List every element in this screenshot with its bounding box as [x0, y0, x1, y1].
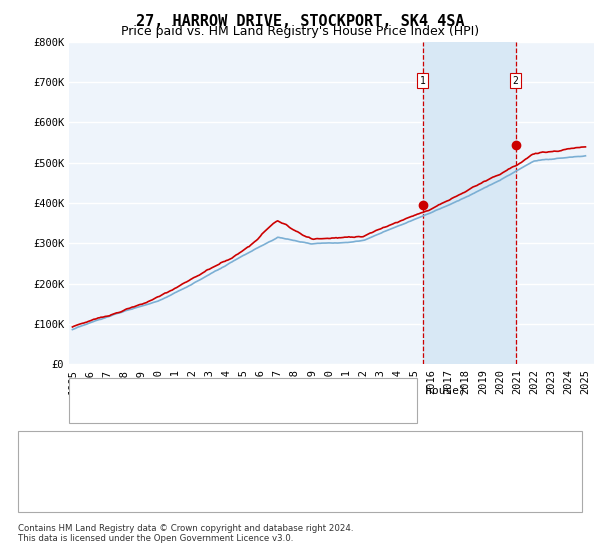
Text: 1: 1 — [29, 449, 37, 459]
Text: 27, HARROW DRIVE, STOCKPORT, SK4 4SA (detached house): 27, HARROW DRIVE, STOCKPORT, SK4 4SA (de… — [108, 385, 466, 395]
Text: 02-DEC-2020: 02-DEC-2020 — [60, 487, 134, 497]
Text: £394,995: £394,995 — [240, 449, 294, 459]
Text: Contains HM Land Registry data © Crown copyright and database right 2024.
This d: Contains HM Land Registry data © Crown c… — [18, 524, 353, 543]
Text: 29-JUN-2015: 29-JUN-2015 — [60, 449, 134, 459]
Bar — [423, 42, 515, 364]
Text: 27% ↑ HPI: 27% ↑ HPI — [378, 487, 439, 497]
Text: 28% ↑ HPI: 28% ↑ HPI — [378, 449, 439, 459]
Text: 1: 1 — [420, 76, 426, 86]
Text: £545,000: £545,000 — [240, 487, 294, 497]
Text: 2: 2 — [29, 487, 37, 497]
Text: Price paid vs. HM Land Registry's House Price Index (HPI): Price paid vs. HM Land Registry's House … — [121, 25, 479, 38]
Text: 2: 2 — [513, 76, 518, 86]
Text: 27, HARROW DRIVE, STOCKPORT, SK4 4SA: 27, HARROW DRIVE, STOCKPORT, SK4 4SA — [136, 14, 464, 29]
Text: HPI: Average price, detached house, Stockport: HPI: Average price, detached house, Stoc… — [108, 405, 412, 416]
